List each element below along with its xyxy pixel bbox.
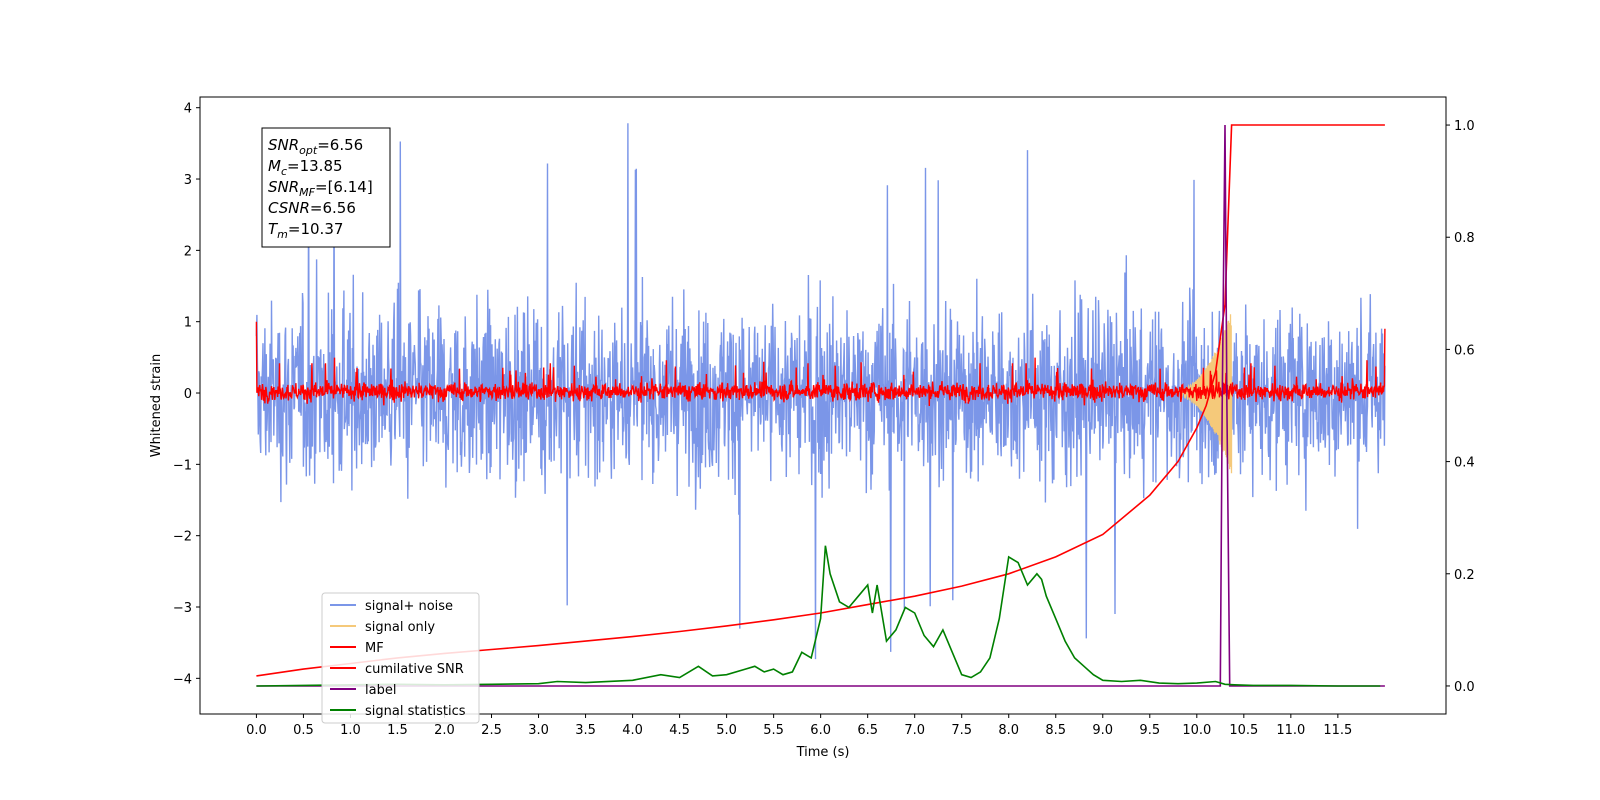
y2-tick-label: 0.0	[1454, 680, 1475, 695]
info-symbol: SNR	[268, 136, 299, 154]
x-tick-label: 0.0	[246, 723, 267, 738]
x-axis-label: Time (s)	[796, 745, 850, 760]
info-line: SNRMF=[6.14]	[268, 178, 373, 199]
x-tick-label: 9.5	[1139, 723, 1160, 738]
x-tick-label: 6.0	[810, 723, 831, 738]
x-tick-label: 2.0	[434, 723, 455, 738]
legend-entry: signal statistics	[365, 704, 466, 719]
x-tick-label: 0.5	[293, 723, 314, 738]
legend-entry: signal only	[365, 620, 435, 635]
y2-tick-label: 0.8	[1454, 231, 1475, 246]
info-value: =10.37	[288, 220, 344, 238]
series-mf	[255, 321, 1386, 407]
x-tick-label: 8.0	[998, 723, 1019, 738]
info-value: =6.56	[317, 136, 363, 154]
x-tick-label: 1.5	[387, 723, 408, 738]
x-tick-label: 1.0	[340, 723, 361, 738]
y-axis-right: 1.0 0.8 0.6 0.4 0.2 0.0	[1446, 119, 1475, 695]
x-tick-label: 11.5	[1323, 723, 1352, 738]
info-symbol: T	[268, 220, 279, 238]
y-tick-label: 2	[184, 244, 192, 259]
x-tick-label: 5.0	[716, 723, 737, 738]
info-value: =13.85	[287, 157, 343, 175]
info-line: Tm=10.37	[268, 220, 343, 241]
y-tick-label: 0	[184, 387, 192, 402]
series-label	[256, 124, 1385, 687]
plot-area	[255, 123, 1386, 687]
y2-tick-label: 0.6	[1454, 343, 1475, 358]
x-tick-label: 8.5	[1045, 723, 1066, 738]
legend-entry: cumilative SNR	[365, 662, 464, 677]
x-tick-label: 2.5	[481, 723, 502, 738]
info-box: SNRopt=6.56Mc=13.85SNRMF=[6.14]CSNR=6.56…	[261, 127, 391, 248]
info-line: Mc=13.85	[268, 157, 343, 178]
y2-tick-label: 1.0	[1454, 119, 1475, 134]
legend-entry: MF	[365, 641, 384, 656]
legend-entry: label	[365, 683, 396, 698]
y-axis-left: 4 3 2 1 0 −1 −2 −3 −4	[173, 102, 200, 687]
y-tick-label: −4	[173, 672, 192, 687]
info-subscript: c	[281, 165, 287, 178]
info-value: =[6.14]	[315, 178, 373, 196]
x-tick-label: 10.5	[1229, 723, 1258, 738]
x-tick-label: 6.5	[857, 723, 878, 738]
series-signal-statistics	[256, 545, 1381, 687]
x-axis: 0.0 0.5 1.0 1.5 2.0 2.5 3.0 3.5 4.0 4.5 5.0 5.5 6.0 6…	[246, 714, 1352, 738]
info-line: SNRopt=6.56	[268, 136, 363, 157]
x-tick-label: 10.0	[1182, 723, 1211, 738]
x-tick-label: 3.5	[575, 723, 596, 738]
info-value: =6.56	[310, 199, 356, 217]
info-box-frame	[261, 127, 391, 248]
x-tick-label: 3.0	[528, 723, 549, 738]
y2-tick-label: 0.2	[1454, 568, 1475, 583]
x-tick-label: 4.0	[622, 723, 643, 738]
info-subscript: opt	[299, 144, 318, 157]
info-symbol: SNR	[268, 178, 299, 196]
legend-frame	[321, 592, 480, 724]
y-tick-label: −3	[173, 601, 192, 616]
x-tick-label: 7.0	[904, 723, 925, 738]
y-tick-label: −2	[173, 530, 192, 545]
y-tick-label: 3	[184, 173, 192, 188]
x-tick-label: 11.0	[1276, 723, 1305, 738]
axes-frame	[199, 96, 1447, 715]
info-subscript: MF	[299, 186, 315, 199]
info-subscript: m	[277, 228, 288, 241]
x-tick-label: 5.5	[763, 723, 784, 738]
legend-entry: signal+ noise	[365, 599, 453, 614]
x-tick-label: 9.0	[1092, 723, 1113, 738]
legend: signal+ noise signal only MF cumilative SNR…	[321, 592, 480, 724]
info-symbol: M	[268, 157, 281, 175]
y-axis-label: Whitened strain	[149, 354, 164, 457]
y2-tick-label: 0.4	[1454, 456, 1475, 471]
y-tick-label: 1	[184, 316, 192, 331]
info-symbol: CSNR	[268, 199, 310, 217]
x-tick-label: 7.5	[951, 723, 972, 738]
x-tick-label: 4.5	[669, 723, 690, 738]
y-tick-label: −1	[173, 458, 192, 473]
y-tick-label: 4	[184, 102, 192, 117]
info-line: CSNR=6.56	[268, 199, 356, 217]
